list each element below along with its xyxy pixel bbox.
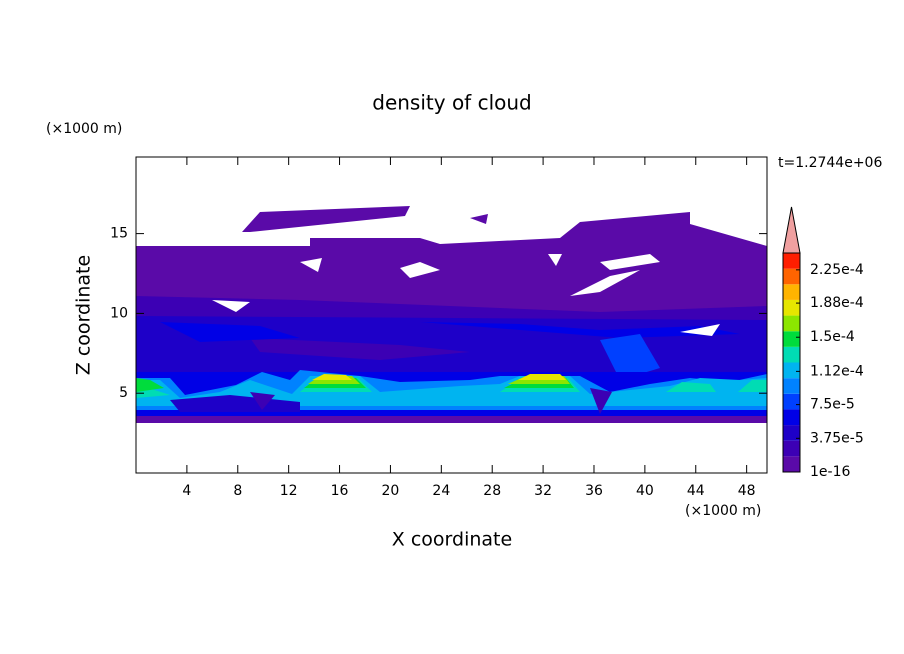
colorbar-box [783, 253, 800, 269]
colorbar-box [783, 331, 800, 347]
contour-region [518, 374, 566, 380]
y-tick-label: 5 [119, 385, 128, 401]
contour-region [242, 206, 410, 232]
contour-gap [400, 262, 440, 278]
x-tick-label: 48 [738, 483, 756, 499]
contour-gap [548, 254, 562, 266]
colorbar-box [783, 440, 800, 457]
colorbar-tick-label: 2.25e-4 [810, 262, 864, 278]
chart-title: density of cloud [372, 91, 531, 115]
contour-gap [600, 254, 660, 270]
colorbar-box [783, 378, 800, 394]
colorbar-box [783, 393, 800, 410]
x-tick-label: 40 [636, 483, 654, 499]
x-tick-label: 4 [182, 483, 191, 499]
contour-region [160, 322, 300, 342]
contour-region [136, 378, 164, 392]
contour-region [250, 338, 470, 360]
colorbar-box [783, 284, 800, 300]
contour-region [312, 374, 352, 380]
colorbar-box [783, 362, 800, 379]
x-tick-label: 44 [687, 483, 705, 499]
colorbar-box [783, 456, 800, 472]
y-unit: (×1000 m) [46, 121, 122, 137]
x-tick-label: 16 [331, 483, 349, 499]
y-tick-label: 15 [110, 226, 128, 242]
annotation: t=1.2744e+06 [778, 155, 882, 171]
x-tick-label: 28 [483, 483, 501, 499]
colorbar-frame [782, 252, 801, 473]
contour-region [666, 382, 716, 392]
colorbar-box [783, 315, 800, 332]
contour-region [420, 322, 740, 338]
x-unit: (×1000 m) [685, 503, 761, 519]
colorbar-box [783, 299, 800, 316]
x-tick-label: 12 [280, 483, 298, 499]
x-tick-label: 36 [585, 483, 603, 499]
colorbar-box [783, 409, 800, 426]
colorbar-box [783, 268, 800, 285]
colorbar-box [783, 346, 800, 363]
y-axis-label: Z coordinate [73, 255, 95, 375]
contour-gap [680, 324, 720, 336]
x-tick-label: 24 [432, 483, 450, 499]
contour-field [136, 206, 767, 423]
contour-gap [570, 270, 640, 296]
y-tick-label: 10 [110, 305, 128, 321]
colorbar-tick-label: 1.88e-4 [810, 295, 864, 311]
x-axis-label: X coordinate [392, 529, 512, 551]
contour-gap [212, 300, 250, 312]
contour-region [222, 246, 244, 254]
colorbar-tick-label: 1e-16 [810, 464, 850, 480]
colorbar-box [783, 425, 800, 441]
colorbar-extend [782, 206, 801, 254]
colorbar-tick-label: 7.5e-5 [810, 397, 855, 413]
colorbar-tick-label: 1.12e-4 [810, 363, 864, 379]
contour-region [600, 334, 660, 380]
x-tick-label: 8 [233, 483, 242, 499]
plot-frame [135, 156, 768, 474]
contour-region [470, 214, 488, 224]
contour-region [590, 388, 612, 414]
x-tick-label: 20 [382, 483, 400, 499]
contour-region [738, 380, 767, 392]
x-tick-label: 32 [534, 483, 552, 499]
colorbar-tick-label: 3.75e-5 [810, 430, 864, 446]
colorbar-tick-label: 1.5e-4 [810, 329, 855, 345]
contour-region [250, 392, 275, 410]
contour-gap [300, 258, 322, 272]
contour-region [136, 376, 767, 406]
